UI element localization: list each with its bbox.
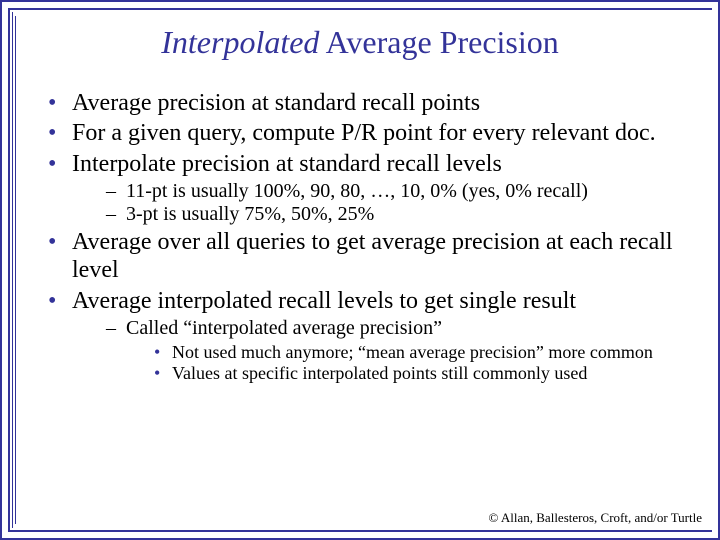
bullet-5-sub-1-sub-2: Values at specific interpolated points s… — [154, 363, 690, 384]
bullet-3-text: Interpolate precision at standard recall… — [72, 151, 502, 177]
bullet-5-sub-1-sub-2-text: Values at specific interpolated points s… — [172, 363, 587, 383]
bullet-5-sub-1-sublist: Not used much anymore; “mean average pre… — [154, 342, 690, 383]
bullet-5-sublist: Called “interpolated average precision” … — [106, 317, 690, 383]
bullet-3: Interpolate precision at standard recall… — [48, 150, 690, 226]
bullet-5: Average interpolated recall levels to ge… — [48, 287, 690, 384]
bullet-2-text: For a given query, compute P/R point for… — [72, 120, 656, 146]
bullet-5-text: Average interpolated recall levels to ge… — [72, 288, 576, 314]
border-top — [8, 8, 712, 10]
slide-container: Interpolated Average Precision Average p… — [0, 0, 720, 540]
bullet-3-sub-1: 11-pt is usually 100%, 90, 80, …, 10, 0%… — [106, 180, 690, 203]
bullet-3-sub-2: 3-pt is usually 75%, 50%, 25% — [106, 203, 690, 226]
bullet-2: For a given query, compute P/R point for… — [48, 119, 690, 147]
bullet-4-text: Average over all queries to get average … — [72, 229, 673, 283]
title-rest: Average Precision — [319, 24, 558, 60]
bullet-list: Average precision at standard recall poi… — [48, 89, 690, 383]
bullet-3-sub-2-text: 3-pt is usually 75%, 50%, 25% — [126, 203, 374, 225]
bullet-5-sub-1-sub-1-text: Not used much anymore; “mean average pre… — [172, 342, 653, 362]
bullet-1: Average precision at standard recall poi… — [48, 89, 690, 117]
bullet-3-sublist: 11-pt is usually 100%, 90, 80, …, 10, 0%… — [106, 180, 690, 226]
bullet-1-text: Average precision at standard recall poi… — [72, 90, 480, 116]
border-left-1 — [8, 8, 10, 532]
border-left-3 — [15, 16, 16, 524]
slide-body: Average precision at standard recall poi… — [30, 89, 690, 383]
bullet-5-sub-1-text: Called “interpolated average precision” — [126, 317, 442, 339]
bullet-5-sub-1-sub-1: Not used much anymore; “mean average pre… — [154, 342, 690, 363]
border-left-2 — [12, 12, 13, 528]
bullet-3-sub-1-text: 11-pt is usually 100%, 90, 80, …, 10, 0%… — [126, 180, 588, 202]
title-italic: Interpolated — [161, 24, 319, 60]
border-bottom — [8, 530, 712, 532]
slide-title: Interpolated Average Precision — [30, 24, 690, 61]
bullet-4: Average over all queries to get average … — [48, 228, 690, 285]
bullet-5-sub-1: Called “interpolated average precision” … — [106, 317, 690, 383]
footer-credit: © Allan, Ballesteros, Croft, and/or Turt… — [488, 510, 702, 526]
